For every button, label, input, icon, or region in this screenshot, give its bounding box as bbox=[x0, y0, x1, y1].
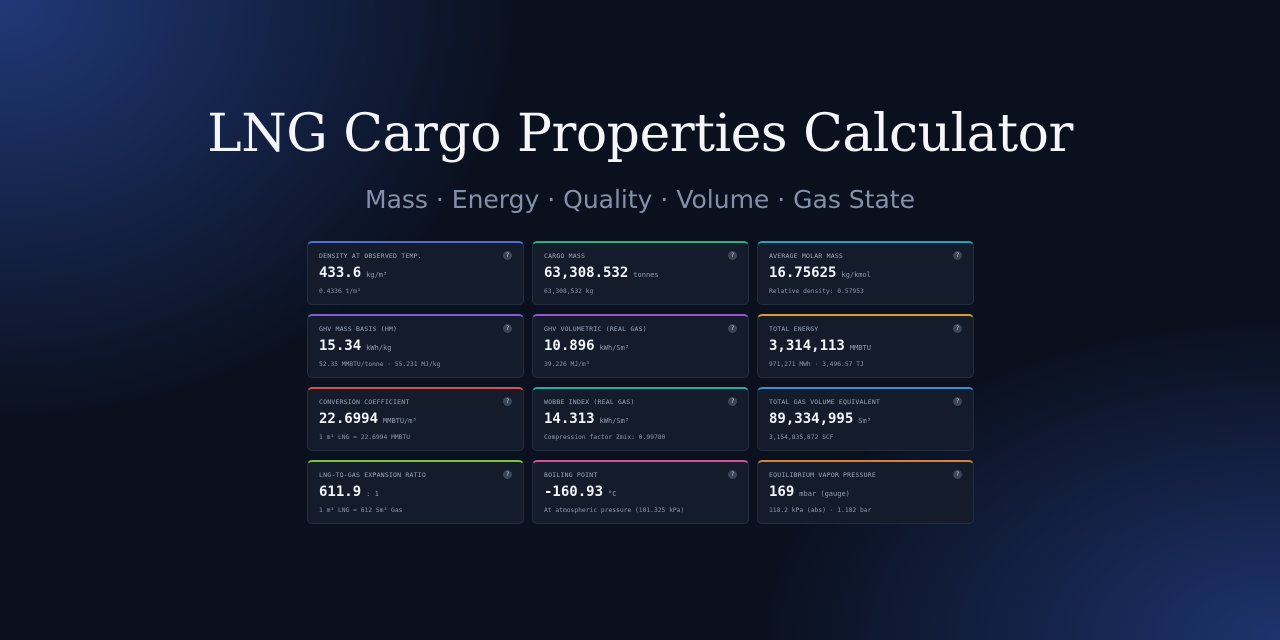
card-detail: 3,154,835,872 SCF bbox=[769, 434, 834, 441]
card-label: AVERAGE MOLAR MASS bbox=[769, 252, 844, 260]
value-unit: tonnes bbox=[633, 271, 659, 279]
card-label: TOTAL ENERGY bbox=[769, 325, 819, 333]
card-grid: DENSITY AT OBSERVED TEMP.? 433.6 kg/m³ 0.43… bbox=[307, 241, 975, 524]
card-detail: 1 m³ LNG = 22.6994 MMBTU bbox=[319, 434, 410, 441]
help-icon[interactable]: ? bbox=[953, 324, 962, 333]
card-label: GHV VOLUMETRIC (REAL GAS) bbox=[544, 325, 647, 333]
metric-card: DENSITY AT OBSERVED TEMP.? 433.6 kg/m³ 0.43… bbox=[307, 241, 524, 305]
card-value: 63,308.532 tonnes bbox=[544, 265, 659, 281]
metric-card: TOTAL GAS VOLUME EQUIVALENT? 89,334,995 Sm… bbox=[757, 387, 974, 451]
card-label: GHV MASS BASIS (HM) bbox=[319, 325, 398, 333]
value-number: 16.75625 bbox=[769, 265, 837, 281]
value-number: 3,314,113 bbox=[769, 338, 845, 354]
value-number: 611.9 bbox=[319, 484, 362, 500]
help-icon[interactable]: ? bbox=[503, 324, 512, 333]
value-unit: kWh/Sm³ bbox=[599, 344, 630, 352]
metric-card: EQUILIBRIUM VAPOR PRESSURE? 169 mbar (gaug… bbox=[757, 460, 974, 524]
card-label: DENSITY AT OBSERVED TEMP. bbox=[319, 252, 422, 260]
card-value: 3,314,113 MMBTU bbox=[769, 338, 871, 354]
card-value: 169 mbar (gauge) bbox=[769, 484, 850, 500]
help-icon[interactable]: ? bbox=[953, 251, 962, 260]
value-unit: °C bbox=[608, 490, 617, 498]
card-detail: Relative density: 0.57953 bbox=[769, 288, 864, 295]
metric-card: BOILING POINT? -160.93 °C At atmospheric pr… bbox=[532, 460, 749, 524]
card-label: EQUILIBRIUM VAPOR PRESSURE bbox=[769, 471, 876, 479]
value-number: 89,334,995 bbox=[769, 411, 854, 427]
help-icon[interactable]: ? bbox=[503, 397, 512, 406]
page-subtitle: Mass · Energy · Quality · Volume · Gas S… bbox=[365, 185, 915, 214]
value-unit: kWh/Sm³ bbox=[599, 417, 630, 425]
card-detail: 971,271 MWh · 3,496.57 TJ bbox=[769, 361, 864, 368]
card-detail: Compression factor Zmix: 0.99780 bbox=[544, 434, 666, 441]
metric-card: GHV VOLUMETRIC (REAL GAS)? 10.896 kWh/Sm³ 3… bbox=[532, 314, 749, 378]
card-value: 15.34 kWh/kg bbox=[319, 338, 391, 354]
metric-card: AVERAGE MOLAR MASS? 16.75625 kg/kmol Relati… bbox=[757, 241, 974, 305]
value-unit: mbar (gauge) bbox=[799, 490, 850, 498]
value-number: 15.34 bbox=[319, 338, 362, 354]
help-icon[interactable]: ? bbox=[953, 397, 962, 406]
metric-card: CONVERSION COEFFICIENT? 22.6994 MMBTU/m³ 1 … bbox=[307, 387, 524, 451]
value-number: 169 bbox=[769, 484, 795, 500]
page-title: LNG Cargo Properties Calculator bbox=[207, 104, 1073, 164]
card-detail: 0.4336 t/m³ bbox=[319, 288, 361, 295]
value-unit: kg/m³ bbox=[366, 271, 388, 279]
help-icon[interactable]: ? bbox=[728, 397, 737, 406]
card-label: TOTAL GAS VOLUME EQUIVALENT bbox=[769, 398, 881, 406]
value-unit: Sm³ bbox=[858, 417, 871, 425]
help-icon[interactable]: ? bbox=[728, 251, 737, 260]
value-unit: MMBTU/m³ bbox=[383, 417, 417, 425]
value-unit: kg/kmol bbox=[841, 271, 871, 279]
card-value: 89,334,995 Sm³ bbox=[769, 411, 871, 427]
help-icon[interactable]: ? bbox=[728, 470, 737, 479]
value-number: 433.6 bbox=[319, 265, 362, 281]
value-number: 10.896 bbox=[544, 338, 595, 354]
card-label: CONVERSION COEFFICIENT bbox=[319, 398, 410, 406]
value-number: 14.313 bbox=[544, 411, 595, 427]
card-detail: 118.2 kPa (abs) · 1.182 bar bbox=[769, 507, 872, 514]
help-icon[interactable]: ? bbox=[953, 470, 962, 479]
card-value: 611.9 : 1 bbox=[319, 484, 379, 500]
value-unit: MMBTU bbox=[849, 344, 871, 352]
card-label: CARGO MASS bbox=[544, 252, 586, 260]
card-detail: 39.226 MJ/m³ bbox=[544, 361, 590, 368]
card-label: BOILING POINT bbox=[544, 471, 598, 479]
value-number: 22.6994 bbox=[319, 411, 379, 427]
help-icon[interactable]: ? bbox=[503, 470, 512, 479]
card-detail: 1 m³ LNG = 612 Sm³ Gas bbox=[319, 507, 403, 514]
card-detail: 63,308,532 kg bbox=[544, 288, 594, 295]
card-detail: 52.35 MMBTU/tonne · 55.231 MJ/kg bbox=[319, 361, 441, 368]
card-value: -160.93 °C bbox=[544, 484, 616, 500]
metric-card: TOTAL ENERGY? 3,314,113 MMBTU 971,271 MWh ·… bbox=[757, 314, 974, 378]
card-label: WOBBE INDEX (REAL GAS) bbox=[544, 398, 635, 406]
metric-card: CARGO MASS? 63,308.532 tonnes 63,308,532 kg bbox=[532, 241, 749, 305]
card-label: LNG-TO-GAS EXPANSION RATIO bbox=[319, 471, 426, 479]
card-value: 433.6 kg/m³ bbox=[319, 265, 387, 281]
card-value: 16.75625 kg/kmol bbox=[769, 265, 871, 281]
card-value: 22.6994 MMBTU/m³ bbox=[319, 411, 417, 427]
value-number: 63,308.532 bbox=[544, 265, 629, 281]
card-value: 14.313 kWh/Sm³ bbox=[544, 411, 629, 427]
metric-card: LNG-TO-GAS EXPANSION RATIO? 611.9 : 1 1 m³ … bbox=[307, 460, 524, 524]
value-number: -160.93 bbox=[544, 484, 604, 500]
metric-card: WOBBE INDEX (REAL GAS)? 14.313 kWh/Sm³ Comp… bbox=[532, 387, 749, 451]
metric-card: GHV MASS BASIS (HM)? 15.34 kWh/kg 52.35 MMB… bbox=[307, 314, 524, 378]
card-detail: At atmospheric pressure (101.325 kPa) bbox=[544, 507, 685, 514]
value-unit: kWh/kg bbox=[366, 344, 392, 352]
help-icon[interactable]: ? bbox=[503, 251, 512, 260]
card-value: 10.896 kWh/Sm³ bbox=[544, 338, 629, 354]
help-icon[interactable]: ? bbox=[728, 324, 737, 333]
value-unit: : 1 bbox=[366, 490, 379, 498]
